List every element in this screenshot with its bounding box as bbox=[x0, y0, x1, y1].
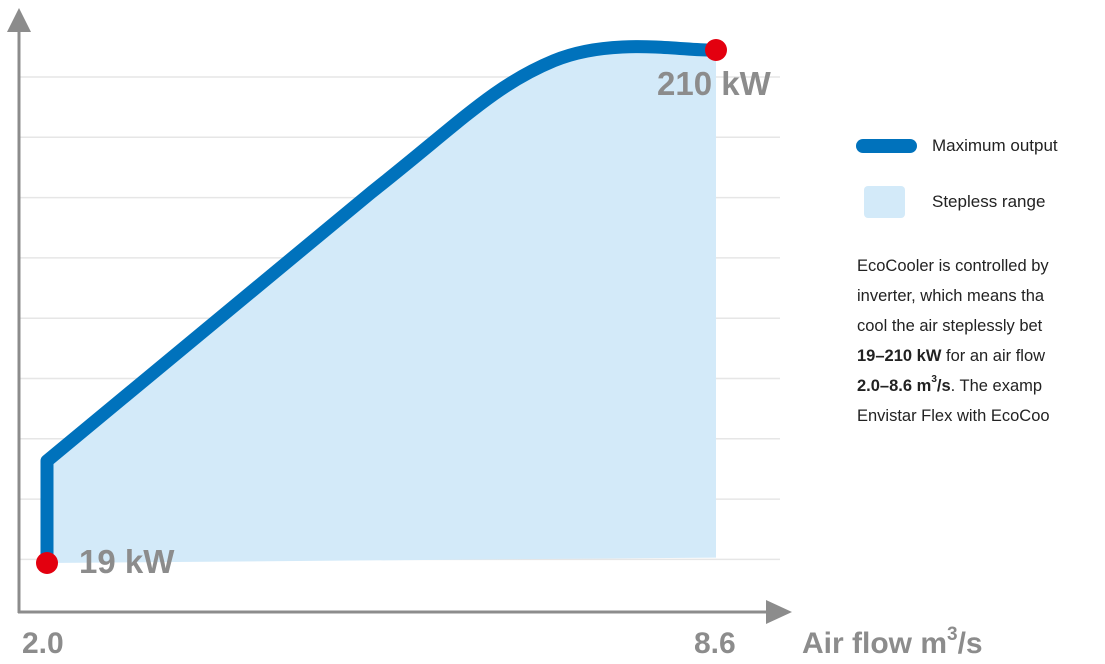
airflow-range: 2.0–8.6 m3/s bbox=[857, 374, 951, 395]
marker-max bbox=[705, 39, 727, 61]
airflow-range-sup: 3 bbox=[931, 374, 937, 385]
legend-label: Stepless range bbox=[932, 192, 1046, 211]
description-line: EcoCooler is controlled by bbox=[857, 257, 1049, 275]
airflow-range-text: 2.0–8.6 m bbox=[857, 377, 932, 395]
marker-min bbox=[36, 552, 58, 574]
legend-area-swatch bbox=[864, 186, 905, 218]
legend-line-swatch bbox=[856, 139, 917, 153]
description-fragment: . The examp bbox=[950, 377, 1043, 395]
description-line: 2.0–8.6 m3/s. The examp bbox=[857, 371, 1105, 401]
description-line: cool the air steplessly bet bbox=[857, 317, 1043, 335]
legend-item-maximum-output: Maximum output bbox=[856, 136, 1058, 156]
y-axis-arrow-icon bbox=[7, 8, 31, 32]
x-tick-label-max: 8.6 bbox=[694, 627, 736, 660]
maximum-output-line bbox=[40, 40, 723, 570]
description-line: Envistar Flex with EcoCoo bbox=[857, 407, 1050, 425]
x-tick-label-min: 2.0 bbox=[22, 627, 64, 660]
stepless-range-area bbox=[47, 46, 716, 564]
description-fragment: for an air flow bbox=[941, 347, 1046, 365]
output-range: 19–210 kW bbox=[857, 347, 942, 365]
legend-label: Maximum output bbox=[932, 136, 1058, 155]
x-axis-arrow-icon bbox=[766, 600, 792, 624]
airflow-range-unit: /s bbox=[936, 377, 951, 395]
annotation-min-label: 19 kW bbox=[79, 543, 175, 580]
annotation-max-label: 210 kW bbox=[657, 65, 772, 102]
x-axis-title: Air flow m3/s bbox=[802, 624, 983, 660]
description-text: EcoCooler is controlled by inverter, whi… bbox=[857, 251, 1105, 431]
description-line: 19–210 kW for an air flow bbox=[857, 341, 1105, 371]
description-line: inverter, which means tha bbox=[857, 287, 1045, 305]
legend-item-stepless-range: Stepless range bbox=[856, 186, 1045, 218]
